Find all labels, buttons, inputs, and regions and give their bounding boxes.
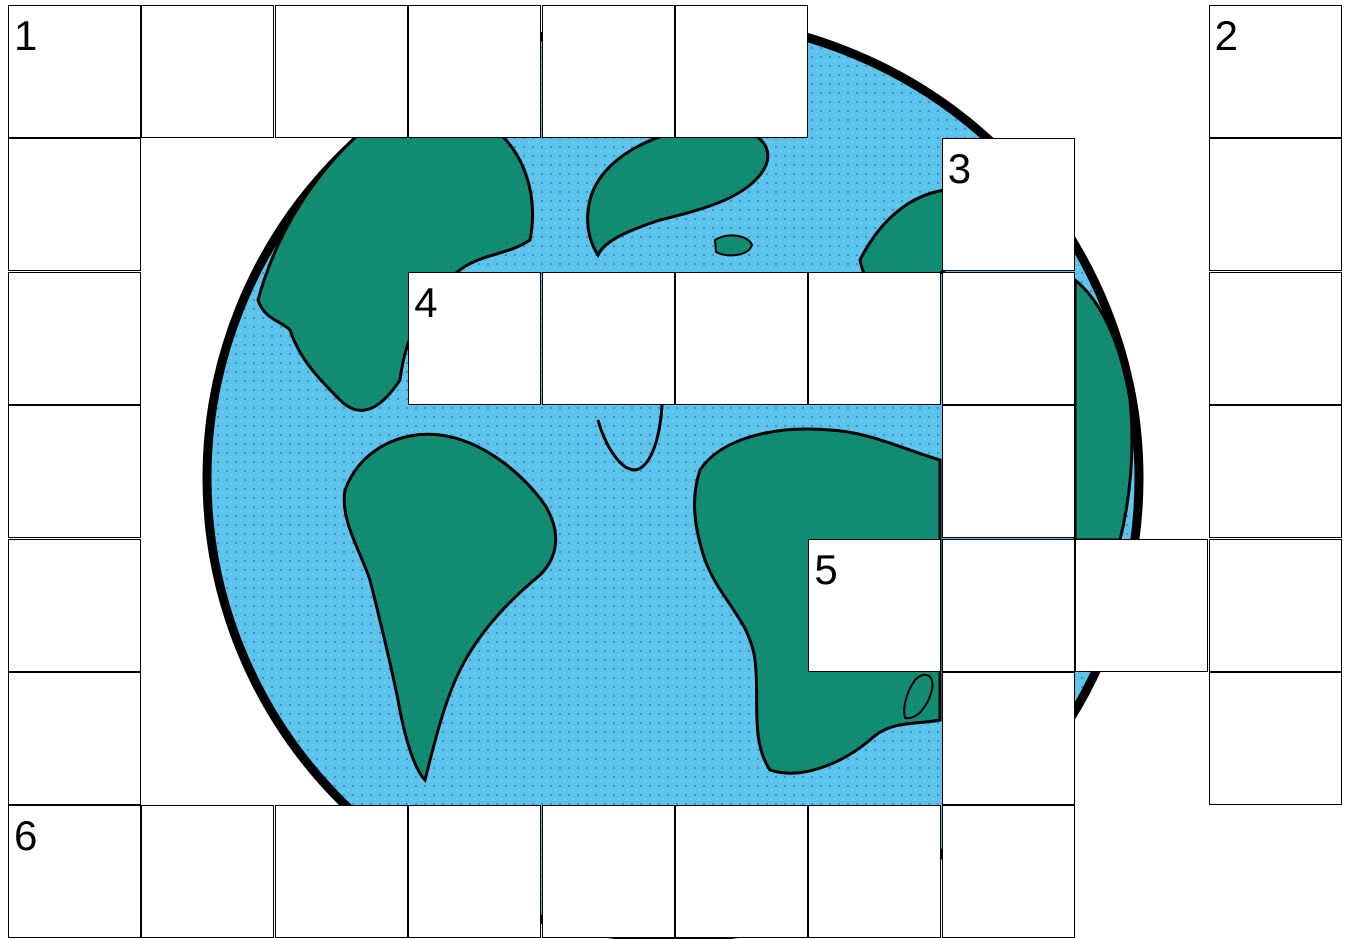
crossword-cell[interactable] — [541, 271, 675, 405]
crossword-cell[interactable]: 5 — [808, 538, 942, 672]
clue-number: 5 — [814, 545, 838, 593]
crossword-cell[interactable] — [541, 805, 675, 939]
crossword-cell[interactable] — [8, 138, 141, 272]
crossword-cell[interactable] — [1208, 538, 1342, 672]
crossword-cell[interactable] — [274, 5, 408, 138]
crossword-cell[interactable] — [8, 405, 141, 539]
clue-number: 4 — [414, 278, 438, 326]
crossword-cell[interactable] — [1208, 138, 1342, 272]
crossword-cell[interactable] — [141, 5, 275, 138]
clue-number: 1 — [14, 12, 38, 59]
crossword-cell[interactable] — [941, 405, 1075, 539]
crossword-cell[interactable] — [141, 805, 275, 939]
crossword-cell[interactable] — [808, 271, 942, 405]
crossword-cell[interactable] — [675, 805, 808, 939]
clue-number: 6 — [14, 812, 38, 860]
crossword-cell[interactable] — [8, 271, 141, 405]
crossword-cell[interactable] — [675, 5, 808, 138]
crossword-cell[interactable] — [941, 271, 1075, 405]
crossword-cell[interactable]: 4 — [408, 271, 542, 405]
clue-number: 2 — [1214, 12, 1238, 59]
crossword-cell[interactable] — [274, 805, 408, 939]
crossword-cell[interactable] — [941, 538, 1075, 672]
crossword-cell[interactable] — [1075, 538, 1209, 672]
crossword-cell[interactable] — [408, 805, 542, 939]
crossword-cell[interactable] — [808, 805, 942, 939]
clue-number: 3 — [947, 145, 972, 193]
crossword-cell[interactable] — [1208, 271, 1342, 405]
crossword-cell[interactable]: 3 — [941, 138, 1075, 272]
crossword-cell[interactable]: 2 — [1208, 5, 1342, 138]
crossword-cell[interactable] — [8, 538, 141, 672]
crossword-cell[interactable] — [675, 271, 808, 405]
crossword-cell[interactable] — [1208, 672, 1342, 805]
crossword-cell[interactable] — [408, 5, 542, 138]
crossword-cell[interactable] — [941, 805, 1075, 939]
crossword-cell[interactable]: 1 — [8, 5, 141, 138]
crossword-cell[interactable] — [941, 672, 1075, 805]
crossword-cell[interactable]: 6 — [8, 805, 141, 939]
crossword-cell[interactable] — [8, 672, 141, 805]
crossword-cell[interactable] — [541, 5, 675, 138]
crossword-cell[interactable] — [1208, 405, 1342, 539]
